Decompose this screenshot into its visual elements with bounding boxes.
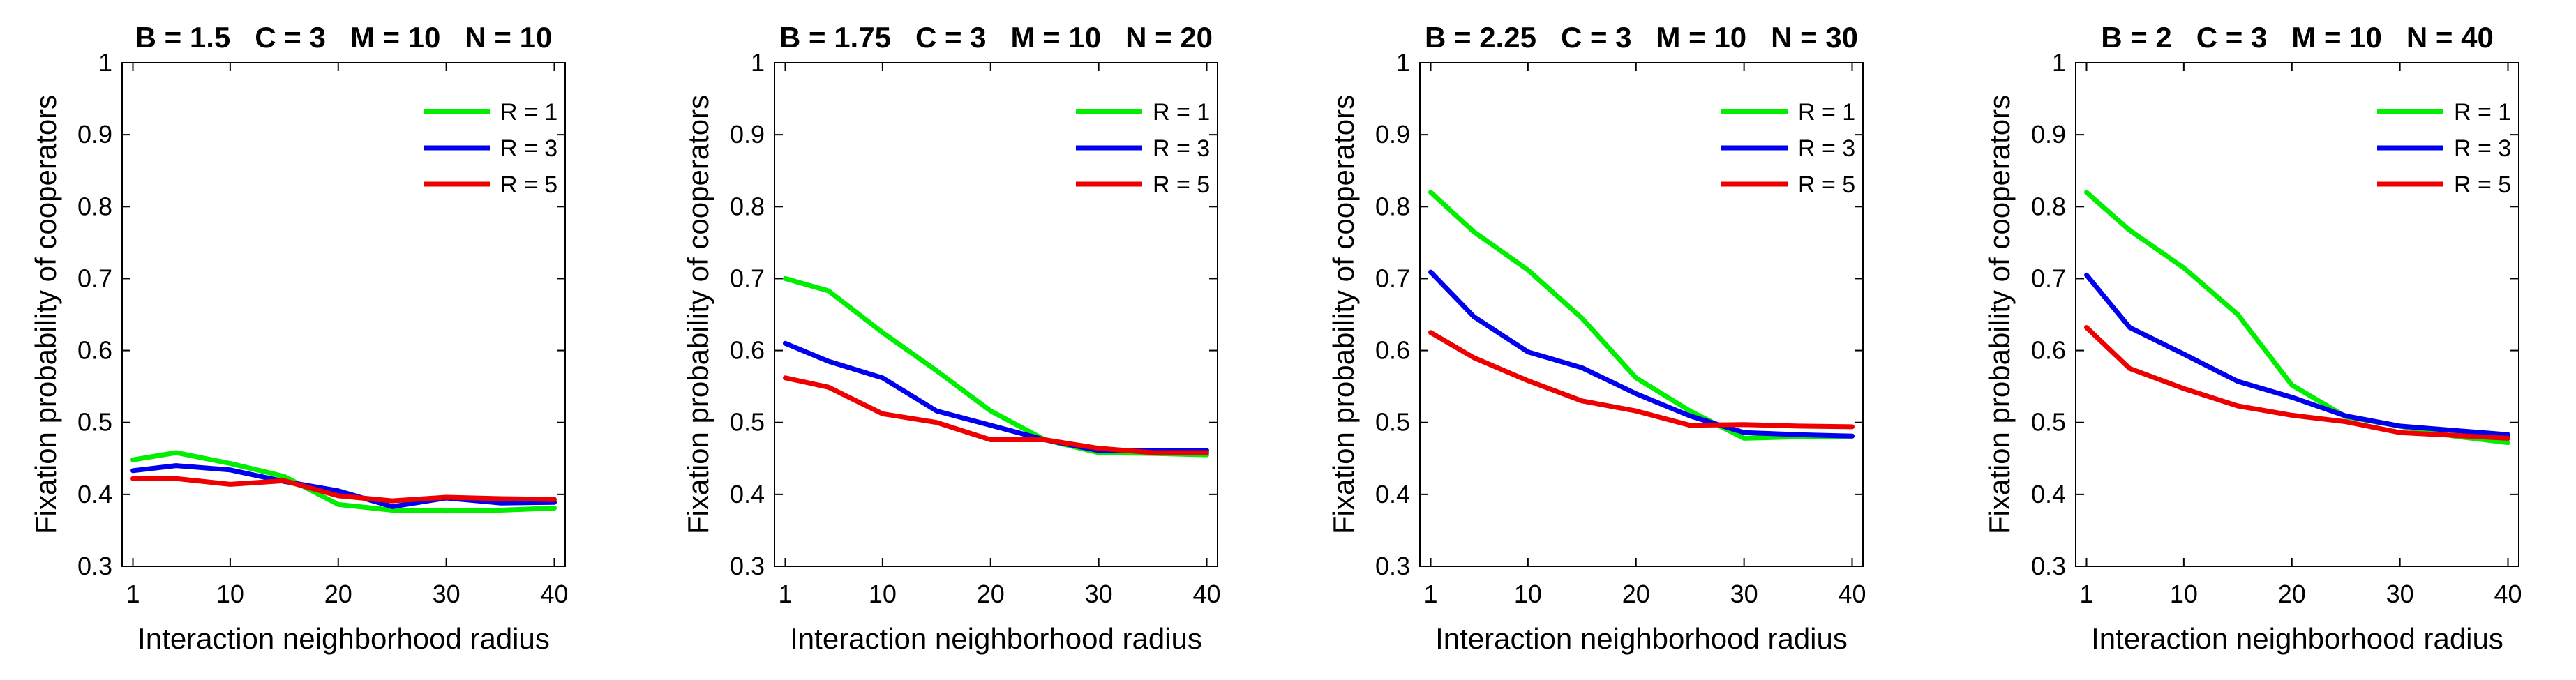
legend-label: R = 3 — [1153, 135, 1210, 162]
legend-label: R = 3 — [2454, 135, 2511, 162]
x-tick-label: 40 — [1192, 580, 1220, 608]
series-line-r3 — [2084, 272, 2510, 437]
x-axis-label: Interaction neighborhood radius — [1435, 622, 1848, 655]
y-tick-label: 0.6 — [2031, 336, 2066, 365]
series-line-r3 — [130, 463, 557, 509]
x-tick-label: 40 — [540, 580, 568, 608]
y-tick-label: 0.8 — [1375, 192, 1410, 220]
x-tick-label: 1 — [2079, 580, 2093, 608]
legend-label: R = 3 — [1798, 135, 1855, 162]
y-tick-label: 0.9 — [730, 120, 765, 149]
series-line-r3 — [1428, 269, 1855, 439]
series-line-r5 — [783, 375, 1209, 455]
series-line-r5 — [1428, 330, 1855, 430]
legend-label: R = 5 — [500, 172, 557, 198]
y-tick-label: 1 — [1396, 48, 1410, 77]
y-axis-label: Fixation probability of cooperators — [29, 95, 62, 534]
x-tick-label: 20 — [324, 580, 352, 608]
y-tick-label: 0.4 — [1375, 480, 1410, 508]
y-tick-label: 0.9 — [77, 120, 112, 149]
x-axis-label: Interaction neighborhood radius — [2091, 622, 2503, 655]
y-tick-label: 0.4 — [2031, 480, 2066, 508]
chart-title: B = 1.75 C = 3 M = 10 N = 20 — [779, 21, 1213, 54]
series-line-r1 — [1428, 190, 1855, 441]
legend-label: R = 5 — [1153, 172, 1210, 198]
x-tick-label: 10 — [216, 580, 244, 608]
y-tick-label: 0.6 — [77, 336, 112, 365]
y-tick-label: 0.3 — [77, 552, 112, 580]
y-tick-label: 0.5 — [77, 408, 112, 437]
y-tick-label: 0.6 — [730, 336, 765, 365]
chart-title: B = 2.25 C = 3 M = 10 N = 30 — [1425, 21, 1858, 54]
y-axis-label: Fixation probability of cooperators — [1327, 95, 1360, 534]
y-tick-label: 0.9 — [2031, 120, 2066, 149]
y-tick-label: 0.9 — [1375, 120, 1410, 149]
x-tick-label: 10 — [869, 580, 897, 608]
y-tick-label: 0.3 — [2031, 552, 2066, 580]
series-line-r5 — [130, 476, 557, 504]
legend-label: R = 3 — [500, 135, 557, 162]
x-tick-label: 30 — [1730, 580, 1758, 608]
x-tick-label: 20 — [1622, 580, 1650, 608]
y-tick-label: 0.6 — [1375, 336, 1410, 365]
x-tick-label: 40 — [1838, 580, 1866, 608]
x-tick-label: 10 — [1514, 580, 1542, 608]
y-tick-label: 1 — [2052, 48, 2066, 77]
chart-panel-4: B = 2 C = 3 M = 10 N = 40 0.3 0.4 0.5 0.6 0.7… — [1983, 21, 2522, 655]
y-tick-label: 0.5 — [2031, 408, 2066, 437]
chart-panel-2: B = 1.75 C = 3 M = 10 N = 20 0.3 0.4 0.5 0.6… — [682, 21, 1221, 655]
plot-area-frame — [2075, 62, 2519, 567]
y-tick-label: 0.7 — [1375, 264, 1410, 292]
legend-label: R = 1 — [1798, 99, 1855, 126]
y-tick-label: 0.5 — [730, 408, 765, 437]
chart-panel-3: B = 2.25 C = 3 M = 10 N = 30 0.3 0.4 0.5 0.6… — [1327, 21, 1866, 655]
x-tick-label: 30 — [1085, 580, 1113, 608]
x-tick-label: 30 — [433, 580, 460, 608]
x-tick-label: 40 — [2494, 580, 2522, 608]
chart-panel-1: B = 1.5 C = 3 M = 10 N = 10 0.3 0.4 0.5 0.6 0… — [29, 21, 569, 655]
y-tick-label: 0.8 — [730, 192, 765, 220]
y-tick-label: 0.4 — [77, 480, 112, 508]
x-tick-label: 1 — [778, 580, 792, 608]
y-tick-label: 0.8 — [77, 192, 112, 220]
y-tick-label: 0.7 — [77, 264, 112, 292]
plot-area-frame — [1419, 62, 1864, 567]
y-tick-label: 0.7 — [730, 264, 765, 292]
x-tick-label: 10 — [2170, 580, 2198, 608]
y-tick-label: 0.8 — [2031, 192, 2066, 220]
legend-label: R = 1 — [500, 99, 557, 126]
x-tick-label: 20 — [977, 580, 1005, 608]
y-tick-label: 0.3 — [730, 552, 765, 580]
plot-area-frame — [121, 62, 566, 567]
x-tick-label: 1 — [126, 580, 140, 608]
series-line-r5 — [2084, 325, 2510, 441]
chart-title: B = 2 C = 3 M = 10 N = 40 — [2101, 21, 2494, 54]
chart-title: B = 1.5 C = 3 M = 10 N = 10 — [135, 21, 553, 54]
legend-label: R = 1 — [1153, 99, 1210, 126]
x-tick-label: 30 — [2386, 580, 2414, 608]
y-tick-label: 0.7 — [2031, 264, 2066, 292]
series-line-r1 — [130, 450, 557, 514]
legend-label: R = 5 — [1798, 172, 1855, 198]
y-tick-label: 1 — [98, 48, 112, 77]
y-tick-label: 0.5 — [1375, 408, 1410, 437]
series-line-r1 — [2084, 190, 2510, 446]
x-tick-label: 1 — [1423, 580, 1437, 608]
x-axis-label: Interaction neighborhood radius — [137, 622, 550, 655]
y-tick-label: 1 — [751, 48, 765, 77]
y-axis-label: Fixation probability of cooperators — [682, 95, 714, 534]
legend-label: R = 1 — [2454, 99, 2511, 126]
plot-area-frame — [774, 62, 1218, 567]
y-axis-label: Fixation probability of cooperators — [1983, 95, 2016, 534]
legend-label: R = 5 — [2454, 172, 2511, 198]
x-tick-label: 20 — [2278, 580, 2306, 608]
x-axis-label: Interaction neighborhood radius — [790, 622, 1202, 655]
y-tick-label: 0.3 — [1375, 552, 1410, 580]
y-tick-label: 0.4 — [730, 480, 765, 508]
